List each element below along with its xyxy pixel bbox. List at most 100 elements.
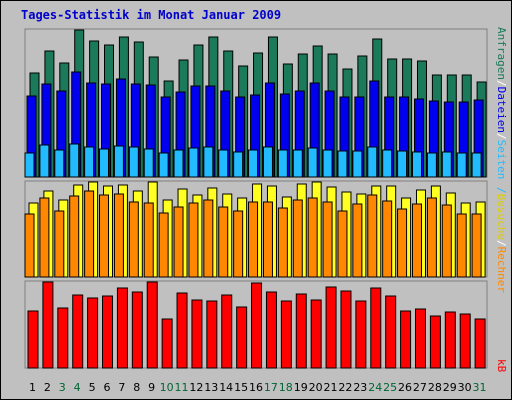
bar-visits-rechner-30	[456, 213, 467, 278]
bar-requests-seiten-19	[292, 149, 303, 178]
bar-requests-seiten-13	[203, 146, 214, 178]
bar-requests-seiten-24	[367, 146, 378, 178]
bar-requests-seiten-11	[173, 149, 184, 178]
bar-kb-kb-23	[355, 300, 367, 369]
bar-visits-rechner-12	[188, 202, 199, 278]
bar-requests-seiten-31	[471, 152, 482, 178]
bar-kb-kb-3	[57, 307, 69, 369]
bar-visits-rechner-13	[203, 199, 214, 278]
bar-requests-seiten-6	[99, 148, 110, 178]
x-tick-label: 29	[443, 381, 457, 394]
bar-requests-seiten-3	[54, 149, 65, 178]
x-tick-label: 8	[133, 381, 140, 394]
bar-visits-rechner-11	[173, 206, 184, 278]
x-tick-label: 1	[29, 381, 36, 394]
x-tick-label: 27	[413, 381, 427, 394]
bar-requests-seiten-16	[248, 149, 259, 178]
bar-requests-seiten-18	[277, 149, 288, 178]
bar-kb-kb-14	[221, 294, 233, 369]
bar-visits-rechner-2	[39, 197, 50, 278]
bar-requests-seiten-1	[24, 152, 35, 178]
bar-visits-rechner-28	[426, 197, 437, 278]
bar-kb-kb-28	[429, 315, 441, 369]
bar-kb-kb-20	[310, 299, 322, 369]
bar-requests-seiten-29	[441, 151, 452, 178]
x-tick-label: 17	[264, 381, 278, 394]
legend-dateien: Dateien	[495, 86, 508, 133]
bar-kb-kb-8	[131, 291, 143, 369]
bar-visits-rechner-8	[128, 201, 139, 278]
bar-visits-rechner-6	[99, 194, 110, 278]
legend-seiten: Seiten	[495, 139, 508, 180]
bar-visits-rechner-27	[411, 203, 422, 278]
x-tick-label: 6	[103, 381, 110, 394]
bar-visits-rechner-31	[471, 213, 482, 278]
bar-visits-rechner-16	[248, 201, 259, 278]
x-tick-label: 31	[473, 381, 487, 394]
bar-visits-rechner-26	[397, 208, 408, 278]
x-tick-label: 19	[294, 381, 308, 394]
x-tick-label: 30	[458, 381, 472, 394]
bar-kb-kb-13	[206, 300, 218, 369]
legend-kb: kB	[495, 359, 508, 373]
bar-visits-rechner-24	[367, 194, 378, 278]
bar-kb-kb-15	[236, 306, 248, 369]
bar-kb-kb-4	[72, 294, 84, 369]
bar-requests-seiten-10	[158, 152, 169, 178]
bar-requests-seiten-27	[411, 151, 422, 178]
bar-requests-seiten-2	[39, 144, 50, 178]
bar-visits-rechner-4	[69, 195, 80, 278]
bar-kb-kb-21	[325, 286, 337, 369]
x-tick-label: 11	[174, 381, 188, 394]
x-tick-label: 16	[249, 381, 263, 394]
chart-title: Tages-Statistik im Monat Januar 2009	[21, 8, 282, 22]
right-legend-kb: kB	[492, 359, 508, 381]
legend-separator: /	[495, 79, 508, 87]
bar-visits-rechner-25	[382, 200, 393, 278]
x-tick-label: 13	[204, 381, 218, 394]
bar-kb-kb-5	[87, 297, 99, 369]
bar-requests-seiten-8	[128, 146, 139, 178]
x-tick-label: 28	[428, 381, 442, 394]
bar-kb-kb-17	[265, 291, 277, 369]
legend-rechner: Rechner	[495, 246, 508, 293]
right-legend-visits: /Besuche/Rechner	[492, 187, 508, 293]
x-tick-label: 5	[89, 381, 96, 394]
bar-kb-kb-30	[459, 313, 471, 369]
x-tick-label: 3	[59, 381, 66, 394]
x-tick-label: 23	[353, 381, 367, 394]
x-tick-label: 20	[309, 381, 323, 394]
bar-kb-kb-31	[474, 318, 486, 369]
legend-anfragen: Anfragen	[495, 27, 508, 80]
bar-kb-kb-26	[400, 310, 412, 369]
bar-kb-kb-16	[251, 282, 263, 369]
bar-kb-kb-2	[42, 281, 54, 369]
x-tick-label: 25	[383, 381, 397, 394]
bar-visits-rechner-18	[277, 207, 288, 278]
bar-visits-rechner-29	[441, 204, 452, 278]
x-tick-label: 24	[368, 381, 382, 394]
bar-requests-seiten-25	[382, 149, 393, 178]
bar-visits-rechner-23	[352, 203, 363, 278]
right-legend-requests: Anfragen/Dateien/Seiten	[492, 27, 508, 179]
bar-requests-seiten-23	[352, 150, 363, 178]
bar-visits-rechner-14	[218, 206, 229, 278]
bar-kb-kb-9	[146, 281, 158, 369]
bar-requests-seiten-30	[456, 152, 467, 178]
bar-requests-seiten-22	[337, 150, 348, 178]
bar-kb-kb-18	[280, 300, 292, 369]
bar-kb-kb-11	[176, 292, 188, 369]
x-tick-label: 22	[338, 381, 352, 394]
bar-visits-rechner-19	[292, 199, 303, 278]
bar-requests-seiten-7	[113, 145, 124, 178]
legend-besuche: Besuche	[495, 193, 508, 240]
bar-kb-kb-24	[370, 287, 382, 369]
bar-visits-rechner-15	[233, 210, 244, 278]
bar-visits-rechner-7	[113, 193, 124, 278]
bar-kb-kb-22	[340, 290, 352, 369]
bar-requests-seiten-9	[143, 148, 154, 178]
x-tick-label: 18	[279, 381, 293, 394]
x-tick-label: 14	[219, 381, 233, 394]
x-tick-label: 21	[324, 381, 338, 394]
bar-kb-kb-25	[385, 295, 397, 369]
